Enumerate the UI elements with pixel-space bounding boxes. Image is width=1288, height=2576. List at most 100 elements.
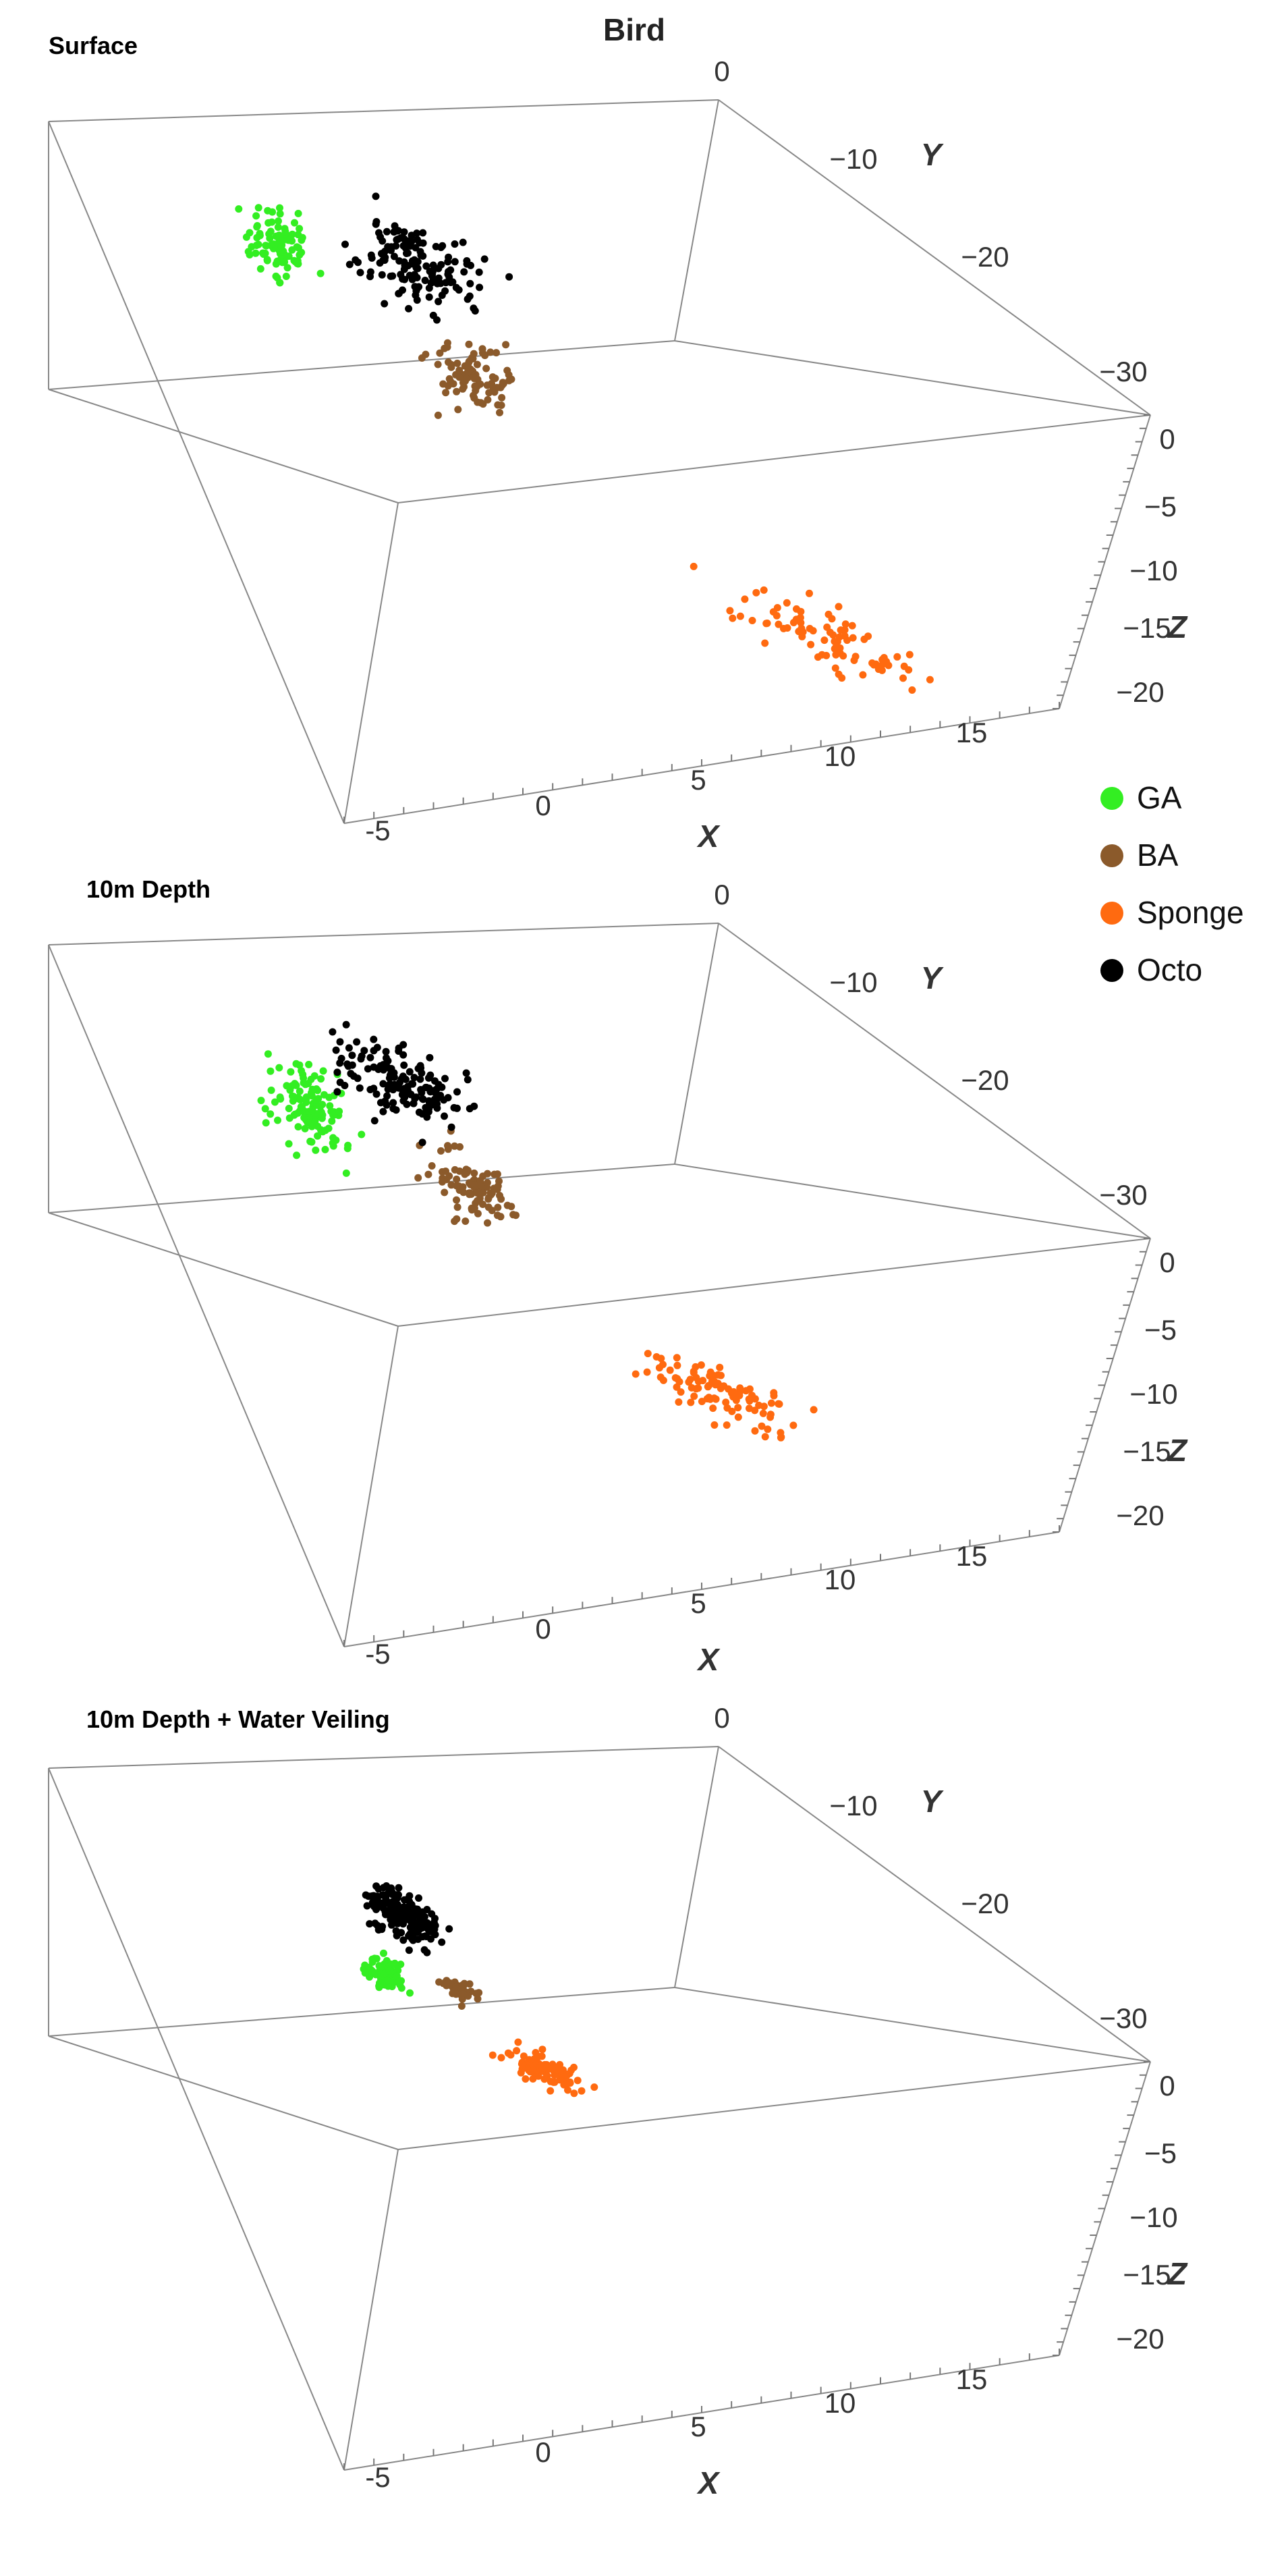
scatter-point — [570, 2063, 578, 2071]
x-tick-label: 0 — [535, 2436, 551, 2468]
scatter-point — [379, 1964, 387, 1972]
scatter-point — [441, 1074, 449, 1083]
scatter-point — [399, 1051, 408, 1059]
scatter-point — [406, 1989, 414, 1997]
scatter-point — [748, 617, 756, 624]
scatter-point — [383, 1101, 391, 1109]
scatter-point — [714, 1379, 722, 1388]
scatter-point — [470, 1102, 478, 1110]
y-tick-label: −30 — [1099, 356, 1147, 387]
x-tick-label: -5 — [365, 2461, 390, 2493]
legend-label-ga: GA — [1137, 780, 1182, 815]
scatter-point — [332, 1046, 340, 1054]
scatter-point — [832, 642, 840, 651]
scatter-point — [372, 1090, 381, 1098]
scatter-point — [534, 2052, 542, 2060]
scatter-point — [445, 1925, 453, 1933]
scatter-point — [389, 1086, 397, 1094]
scatter-point — [692, 1385, 700, 1393]
scatter-point — [252, 249, 260, 257]
scatter-point — [883, 657, 891, 665]
z-tick-label: −10 — [1129, 555, 1177, 586]
scatter-point — [387, 1068, 395, 1076]
scatter-point — [644, 1350, 652, 1358]
scatter-point — [447, 279, 455, 286]
scatter-point — [503, 366, 511, 375]
scatter-point — [779, 624, 787, 632]
scatter-point — [466, 292, 474, 300]
scatter-point — [378, 271, 386, 279]
scatter-point — [751, 1427, 759, 1435]
scatter-point — [831, 664, 839, 672]
scatter-point — [439, 242, 447, 250]
scatter-point — [643, 1368, 651, 1376]
scatter-point — [494, 401, 502, 409]
scatter-point — [397, 1915, 405, 1923]
x-tick-label: 15 — [956, 2363, 988, 2395]
scatter-point — [336, 1038, 344, 1046]
scatter-point — [789, 1421, 797, 1429]
scatter-point — [466, 1190, 474, 1199]
scatter-point — [275, 1064, 283, 1072]
scatter-point — [310, 1112, 318, 1120]
scatter-point — [414, 1905, 422, 1913]
scatter-point — [384, 1057, 392, 1065]
scatter-point — [380, 248, 388, 256]
scatter-point — [308, 1106, 316, 1114]
scatter-point — [267, 1110, 275, 1118]
scatter-point — [256, 265, 264, 273]
scatter-point — [441, 344, 449, 352]
scatter-point — [504, 2049, 512, 2057]
scatter-point — [419, 1095, 427, 1103]
scatter-point — [542, 2072, 551, 2080]
scatter-point — [659, 1376, 667, 1384]
scatter-point — [723, 1421, 731, 1429]
scatter-point — [379, 237, 387, 245]
scatter-point — [734, 1413, 742, 1421]
scatter-point — [296, 1087, 304, 1095]
y-tick-label: −10 — [829, 966, 877, 998]
scatter-point — [690, 562, 698, 570]
scatter-point — [413, 229, 421, 238]
scatter-point — [848, 622, 856, 630]
legend-item-octo: Octo — [1100, 952, 1202, 987]
scatter-point — [723, 1404, 731, 1412]
scatter-point — [505, 273, 513, 281]
scatter-point — [370, 1035, 378, 1043]
scatter-point — [290, 1111, 298, 1119]
scatter-point — [657, 1354, 665, 1363]
scatter-point — [859, 671, 867, 679]
scatter-point — [342, 1020, 350, 1029]
scatter-point — [444, 382, 452, 390]
scatter-point — [797, 607, 805, 615]
scatter-point — [368, 1958, 376, 1966]
scatter-point — [235, 205, 243, 213]
scatter-point — [366, 268, 374, 276]
scatter-point — [424, 1170, 432, 1178]
scatter-point — [478, 1182, 486, 1190]
scatter-point — [736, 612, 744, 620]
scatter-point — [453, 387, 461, 395]
box-edge — [48, 1163, 675, 1213]
scatter-point — [418, 1139, 426, 1147]
scatter-point — [298, 236, 306, 244]
x-tick-label: -5 — [365, 1638, 390, 1670]
legend-marker-ga — [1100, 787, 1123, 810]
scatter-point — [401, 1075, 410, 1083]
scatter-point — [770, 1392, 778, 1400]
scatter-point — [415, 1108, 423, 1116]
scatter-point — [716, 1363, 724, 1371]
scatter-point — [520, 2052, 528, 2060]
scatter-point — [317, 1075, 325, 1083]
scatter-point — [308, 1122, 316, 1130]
scatter-point — [405, 1068, 414, 1076]
scatter-point — [451, 240, 459, 248]
scatter-point — [697, 1361, 705, 1369]
scatter-point — [493, 349, 500, 357]
scatter-point — [314, 1132, 322, 1140]
series-sponge — [632, 1350, 818, 1442]
scatter-point — [850, 657, 858, 664]
scatter-point — [428, 1162, 436, 1170]
y-tick-label: 0 — [714, 55, 729, 87]
scatter-point — [425, 284, 433, 292]
